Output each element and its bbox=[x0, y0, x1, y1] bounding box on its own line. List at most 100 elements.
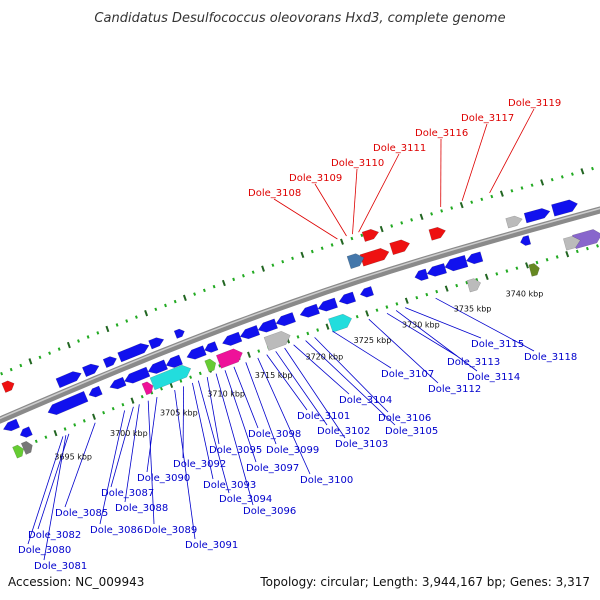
reverse-gene-label: Dole_3100 bbox=[300, 475, 353, 486]
forward-tick bbox=[510, 189, 514, 193]
map-title: Candidatus Desulfococcus oleovorans Hxd3… bbox=[94, 11, 505, 26]
gene-arrow bbox=[359, 248, 390, 267]
gene-arrow bbox=[124, 366, 151, 384]
reverse-gene-label: Dole_3098 bbox=[248, 429, 301, 440]
forward-tick bbox=[330, 243, 334, 247]
forward-tick bbox=[419, 213, 424, 221]
forward-tick bbox=[499, 190, 504, 197]
gene-arrow bbox=[528, 263, 540, 277]
forward-gene-label: Dole_3108 bbox=[248, 188, 301, 199]
reverse-gene-label: Dole_3101 bbox=[297, 411, 350, 422]
gene-arrow bbox=[204, 341, 219, 353]
reverse-leader-line bbox=[206, 377, 220, 445]
forward-tick bbox=[530, 183, 534, 187]
kbp-label: 3725 kbp bbox=[354, 336, 392, 345]
gene-arrow bbox=[1, 380, 15, 393]
reverse-gene-label: Dole_3089 bbox=[144, 525, 197, 536]
reverse-tick bbox=[179, 379, 183, 383]
forward-tick bbox=[560, 175, 564, 179]
forward-tick bbox=[232, 277, 236, 282]
gene-arrow bbox=[551, 199, 578, 217]
reverse-leader-line bbox=[405, 307, 482, 339]
reverse-tick bbox=[444, 285, 449, 292]
forward-tick bbox=[48, 351, 52, 355]
forward-tick bbox=[320, 246, 324, 251]
forward-leader-line bbox=[273, 198, 338, 240]
forward-tick bbox=[193, 292, 197, 296]
reverse-tick bbox=[525, 262, 529, 269]
reverse-tick bbox=[130, 397, 135, 404]
kbp-label: 3695 kbp bbox=[54, 453, 92, 462]
kbp-label: 3705 kbp bbox=[160, 408, 198, 417]
gene-layer bbox=[1, 199, 600, 459]
reverse-tick bbox=[102, 410, 106, 415]
reverse-tick bbox=[575, 249, 579, 254]
reverse-gene-label: Dole_3091 bbox=[185, 540, 238, 551]
forward-tick bbox=[550, 177, 554, 182]
reverse-tick bbox=[465, 280, 469, 285]
reverse-tick bbox=[63, 427, 67, 431]
forward-tick bbox=[221, 279, 226, 287]
reverse-leader-line bbox=[275, 351, 328, 426]
reverse-gene-label: Dole_3105 bbox=[385, 426, 438, 437]
reverse-tick bbox=[535, 260, 539, 265]
forward-tick bbox=[125, 319, 129, 323]
forward-tick bbox=[310, 249, 314, 254]
forward-tick bbox=[105, 325, 110, 333]
gene-arrow bbox=[346, 253, 365, 270]
reverse-tick bbox=[73, 423, 77, 427]
reverse-gene-label: Dole_3094 bbox=[219, 494, 272, 505]
forward-leader-line bbox=[461, 123, 488, 201]
reverse-gene-label: Dole_3096 bbox=[243, 506, 296, 517]
forward-tick bbox=[38, 355, 42, 360]
gene-arrow bbox=[426, 263, 448, 277]
forward-tick bbox=[379, 225, 384, 233]
reverse-leader-line bbox=[182, 386, 184, 459]
reverse-gene-label: Dole_3093 bbox=[203, 480, 256, 491]
gene-arrow bbox=[263, 330, 291, 351]
forward-tick bbox=[470, 200, 474, 204]
forward-gene-label: Dole_3116 bbox=[415, 128, 468, 139]
reverse-gene-label: Dole_3114 bbox=[467, 372, 520, 383]
reverse-tick bbox=[121, 402, 125, 407]
reverse-gene-label: Dole_3099 bbox=[266, 445, 319, 456]
kbp-label: 3715 kbp bbox=[255, 371, 293, 380]
forward-tick bbox=[410, 218, 414, 222]
reverse-leader-line bbox=[110, 406, 134, 488]
reverse-leader-line bbox=[435, 297, 535, 352]
gene-arrow bbox=[20, 441, 33, 455]
reverse-tick bbox=[316, 328, 320, 332]
forward-tick bbox=[450, 206, 454, 210]
forward-gene-label: Dole_3110 bbox=[331, 158, 384, 169]
gene-arrow bbox=[186, 345, 207, 360]
reverse-leader-line bbox=[368, 318, 439, 384]
reverse-leader-line bbox=[314, 337, 389, 413]
reverse-tick bbox=[306, 331, 310, 336]
reverse-tick bbox=[92, 413, 96, 420]
gene-arrow bbox=[165, 354, 184, 368]
reverse-tick bbox=[257, 349, 261, 353]
reverse-gene-label: Dole_3107 bbox=[381, 369, 434, 380]
forward-tick bbox=[0, 371, 4, 376]
reverse-leader-line bbox=[395, 310, 478, 372]
reverse-tick bbox=[375, 308, 379, 312]
reverse-tick bbox=[247, 351, 251, 358]
reverse-leader-line bbox=[197, 380, 230, 494]
forward-tick bbox=[241, 273, 245, 278]
gene-arrow bbox=[444, 254, 469, 272]
reverse-tick bbox=[435, 289, 439, 294]
tick-layer bbox=[0, 166, 599, 453]
reverse-tick bbox=[140, 394, 144, 399]
gene-arrow bbox=[562, 235, 581, 251]
reverse-gene-label: Dole_3092 bbox=[173, 459, 226, 470]
reverse-tick bbox=[198, 371, 202, 376]
forward-tick bbox=[144, 309, 149, 317]
reverse-tick bbox=[565, 250, 570, 258]
reverse-tick bbox=[385, 305, 389, 309]
gene-arrow bbox=[317, 297, 339, 312]
kbp-label: 3740 kbp bbox=[506, 289, 544, 298]
reverse-tick bbox=[44, 435, 48, 439]
forward-tick bbox=[400, 221, 404, 225]
gene-arrow bbox=[173, 328, 185, 339]
